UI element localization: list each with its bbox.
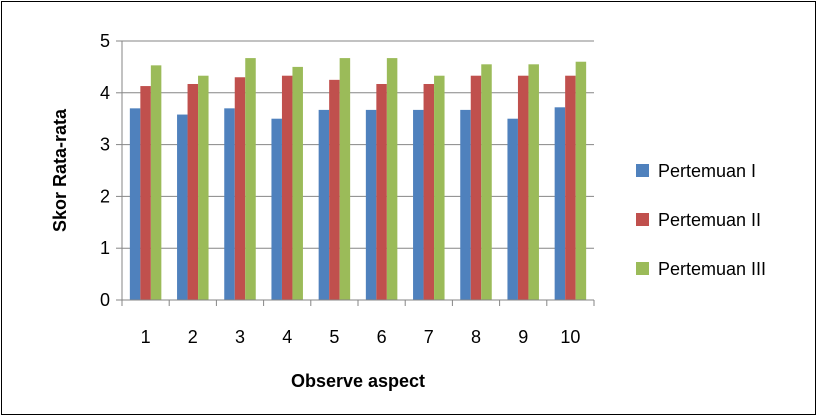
y-tick-label: 2 bbox=[100, 186, 110, 206]
bar bbox=[234, 77, 246, 300]
bar bbox=[140, 86, 151, 300]
bar bbox=[470, 75, 482, 301]
bar bbox=[318, 109, 330, 300]
x-tick-label: 10 bbox=[560, 327, 580, 347]
x-tick-label: 1 bbox=[141, 327, 151, 347]
legend: Pertemuan I Pertemuan II Pertemuan III bbox=[636, 161, 766, 279]
y-tick-labels: 0 1 2 3 4 5 bbox=[100, 31, 110, 310]
axes bbox=[121, 41, 594, 301]
y-axis-title: Skor Rata-rata bbox=[50, 108, 70, 232]
x-tick-label: 3 bbox=[235, 327, 245, 347]
bar bbox=[481, 64, 492, 300]
legend-label: Pertemuan I bbox=[658, 161, 756, 181]
bar bbox=[129, 108, 141, 300]
y-tick-label: 1 bbox=[100, 238, 110, 258]
bar bbox=[528, 64, 539, 300]
bar bbox=[329, 79, 340, 300]
bar bbox=[423, 83, 435, 300]
x-tick-label: 5 bbox=[329, 327, 339, 347]
x-tick-label: 8 bbox=[471, 327, 481, 347]
bar bbox=[376, 83, 387, 300]
y-tick-label: 5 bbox=[100, 31, 110, 51]
bar bbox=[198, 75, 209, 301]
bar bbox=[386, 58, 398, 301]
x-tick-labels: 1 2 3 4 5 6 7 8 9 10 bbox=[141, 327, 581, 347]
legend-swatch bbox=[636, 213, 649, 226]
bar bbox=[460, 109, 471, 300]
y-tick-label: 3 bbox=[100, 135, 110, 155]
x-tick-label: 4 bbox=[282, 327, 292, 347]
bar bbox=[413, 109, 424, 300]
bar bbox=[507, 118, 518, 300]
bar bbox=[281, 75, 293, 301]
bar bbox=[339, 58, 351, 301]
bar bbox=[224, 108, 235, 300]
x-tick-label: 2 bbox=[188, 327, 198, 347]
x-axis-title: Observe aspect bbox=[291, 371, 425, 391]
y-tick-label: 4 bbox=[100, 83, 110, 103]
bar bbox=[365, 109, 377, 300]
x-tick-label: 9 bbox=[518, 327, 528, 347]
legend-label: Pertemuan II bbox=[658, 210, 761, 230]
bar bbox=[292, 66, 303, 301]
y-tick-label: 0 bbox=[100, 290, 110, 310]
x-tick-label: 7 bbox=[424, 327, 434, 347]
legend-swatch bbox=[636, 262, 649, 275]
bar bbox=[554, 107, 566, 300]
bars bbox=[129, 58, 587, 301]
bar bbox=[434, 75, 445, 301]
bar bbox=[565, 75, 576, 301]
bar bbox=[187, 83, 199, 300]
x-tick-label: 6 bbox=[377, 327, 387, 347]
bar bbox=[575, 61, 587, 300]
bar bbox=[150, 65, 162, 300]
bar bbox=[271, 118, 282, 300]
legend-label: Pertemuan III bbox=[658, 259, 766, 279]
bar bbox=[517, 75, 529, 301]
legend-swatch bbox=[636, 164, 649, 177]
bar bbox=[177, 114, 188, 300]
bar bbox=[245, 58, 256, 301]
